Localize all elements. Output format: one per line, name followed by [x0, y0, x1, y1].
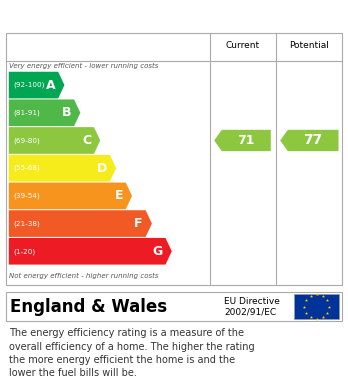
Bar	[6, 292, 342, 321]
Text: 71: 71	[237, 134, 255, 147]
Text: England & Wales: England & Wales	[10, 298, 168, 316]
Text: C: C	[82, 134, 91, 147]
Text: Current: Current	[226, 41, 260, 50]
Text: D: D	[97, 161, 107, 175]
Text: F: F	[134, 217, 143, 230]
Text: The energy efficiency rating is a measure of the
overall efficiency of a home. T: The energy efficiency rating is a measur…	[9, 328, 254, 378]
Text: (21-38): (21-38)	[13, 220, 40, 227]
Text: G: G	[152, 245, 163, 258]
Text: (55-68): (55-68)	[13, 165, 40, 171]
Text: B: B	[62, 106, 71, 119]
Polygon shape	[9, 155, 116, 181]
Text: (69-80): (69-80)	[13, 137, 40, 144]
Polygon shape	[9, 210, 152, 237]
Text: EU Directive: EU Directive	[224, 297, 280, 306]
Text: E: E	[114, 189, 123, 203]
Text: Very energy efficient - lower running costs: Very energy efficient - lower running co…	[9, 63, 159, 69]
Text: (81-91): (81-91)	[13, 109, 40, 116]
Text: (92-100): (92-100)	[13, 82, 44, 88]
Text: Potential: Potential	[289, 41, 329, 50]
Text: Energy Efficiency Rating: Energy Efficiency Rating	[9, 7, 219, 22]
Polygon shape	[9, 99, 80, 126]
Bar	[294, 294, 339, 319]
Polygon shape	[9, 127, 100, 154]
Text: 77: 77	[303, 133, 323, 147]
Polygon shape	[9, 238, 172, 265]
Polygon shape	[9, 183, 132, 209]
Polygon shape	[280, 130, 339, 151]
Polygon shape	[9, 72, 64, 99]
Text: 2002/91/EC: 2002/91/EC	[224, 308, 277, 317]
Text: (39-54): (39-54)	[13, 193, 40, 199]
Text: A: A	[46, 79, 55, 91]
Polygon shape	[214, 130, 271, 151]
Text: Not energy efficient - higher running costs: Not energy efficient - higher running co…	[9, 273, 159, 279]
Text: (1-20): (1-20)	[13, 248, 35, 255]
